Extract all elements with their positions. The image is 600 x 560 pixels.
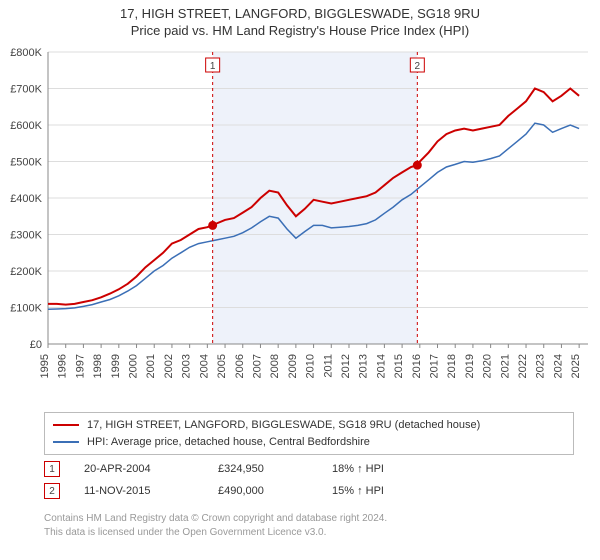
svg-text:2018: 2018 xyxy=(446,354,458,378)
svg-text:£0: £0 xyxy=(30,339,42,351)
svg-text:2019: 2019 xyxy=(464,354,476,378)
svg-text:£500K: £500K xyxy=(10,157,42,169)
svg-text:2022: 2022 xyxy=(517,354,529,378)
legend-swatch-hpi xyxy=(53,441,79,443)
svg-text:£800K: £800K xyxy=(10,47,42,59)
svg-text:1997: 1997 xyxy=(74,354,86,378)
svg-text:1996: 1996 xyxy=(57,354,69,378)
svg-text:£200K: £200K xyxy=(10,266,42,278)
svg-text:2: 2 xyxy=(415,61,421,72)
svg-text:1999: 1999 xyxy=(110,354,122,378)
chart-titles: 17, HIGH STREET, LANGFORD, BIGGLESWADE, … xyxy=(0,0,600,38)
svg-text:1: 1 xyxy=(210,61,216,72)
svg-text:2008: 2008 xyxy=(269,354,281,378)
svg-text:2014: 2014 xyxy=(375,354,387,378)
legend-row-hpi: HPI: Average price, detached house, Cent… xyxy=(53,434,565,451)
sale-date: 20-APR-2004 xyxy=(84,463,194,475)
sale-relation: 15% ↑ HPI xyxy=(332,485,422,497)
svg-text:£400K: £400K xyxy=(10,193,42,205)
svg-text:2009: 2009 xyxy=(287,354,299,378)
svg-text:1998: 1998 xyxy=(92,354,104,378)
footer-line: This data is licensed under the Open Gov… xyxy=(44,526,556,540)
svg-text:2016: 2016 xyxy=(411,354,423,378)
sale-price: £490,000 xyxy=(218,485,308,497)
svg-text:2023: 2023 xyxy=(535,354,547,378)
svg-text:2024: 2024 xyxy=(552,354,564,378)
sale-price: £324,950 xyxy=(218,463,308,475)
title-main: 17, HIGH STREET, LANGFORD, BIGGLESWADE, … xyxy=(0,6,600,21)
svg-text:1995: 1995 xyxy=(39,354,51,378)
svg-text:2015: 2015 xyxy=(393,354,405,378)
chart-svg: £0 £100K £200K £300K £400K £500K £600K £700K £80… xyxy=(0,44,600,404)
chart-area: £0 £100K £200K £300K £400K £500K £600K £700K £80… xyxy=(0,44,600,404)
legend-box: 17, HIGH STREET, LANGFORD, BIGGLESWADE, … xyxy=(44,412,574,455)
svg-text:2005: 2005 xyxy=(216,354,228,378)
svg-text:£600K: £600K xyxy=(10,120,42,132)
legend-label-hpi: HPI: Average price, detached house, Cent… xyxy=(87,434,370,451)
sale-marker-icon: 2 xyxy=(44,483,60,499)
sale-relation: 18% ↑ HPI xyxy=(332,463,422,475)
svg-text:£300K: £300K xyxy=(10,230,42,242)
svg-text:2020: 2020 xyxy=(482,354,494,378)
svg-text:£100K: £100K xyxy=(10,303,42,315)
svg-text:2003: 2003 xyxy=(181,354,193,378)
sale-date: 11-NOV-2015 xyxy=(84,485,194,497)
footer-line: Contains HM Land Registry data © Crown c… xyxy=(44,512,556,526)
svg-text:£700K: £700K xyxy=(10,84,42,96)
sale-marker-icon: 1 xyxy=(44,461,60,477)
title-sub: Price paid vs. HM Land Registry's House … xyxy=(0,23,600,38)
legend-row-subject: 17, HIGH STREET, LANGFORD, BIGGLESWADE, … xyxy=(53,417,565,434)
table-row: 2 11-NOV-2015 £490,000 15% ↑ HPI xyxy=(44,480,556,502)
svg-text:2011: 2011 xyxy=(322,354,334,378)
svg-text:2006: 2006 xyxy=(234,354,246,378)
table-row: 1 20-APR-2004 £324,950 18% ↑ HPI xyxy=(44,458,556,480)
svg-text:2002: 2002 xyxy=(163,354,175,378)
legend-label-subject: 17, HIGH STREET, LANGFORD, BIGGLESWADE, … xyxy=(87,417,480,434)
svg-text:2013: 2013 xyxy=(358,354,370,378)
svg-text:2025: 2025 xyxy=(570,354,582,378)
svg-text:2012: 2012 xyxy=(340,354,352,378)
svg-text:2017: 2017 xyxy=(429,354,441,378)
sales-table: 1 20-APR-2004 £324,950 18% ↑ HPI 2 11-NO… xyxy=(44,458,556,502)
svg-text:2001: 2001 xyxy=(145,354,157,378)
svg-text:2000: 2000 xyxy=(128,354,140,378)
svg-text:2007: 2007 xyxy=(251,354,263,378)
footer-attribution: Contains HM Land Registry data © Crown c… xyxy=(44,512,556,539)
legend-swatch-subject xyxy=(53,424,79,426)
svg-text:2004: 2004 xyxy=(198,354,210,378)
svg-text:2010: 2010 xyxy=(305,354,317,378)
svg-text:2021: 2021 xyxy=(499,354,511,378)
